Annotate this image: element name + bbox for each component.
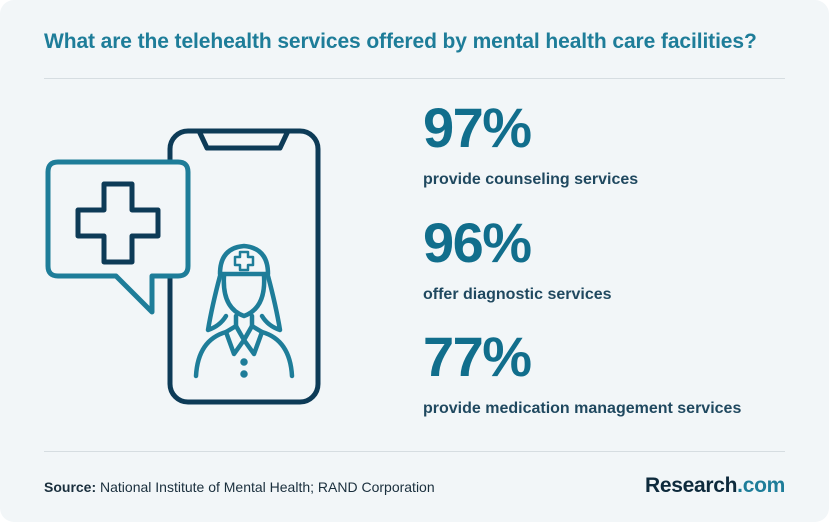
stat-value: 97% bbox=[423, 96, 532, 159]
top-divider bbox=[44, 78, 785, 79]
stat-label: offer diagnostic services bbox=[423, 286, 612, 303]
source-label: Source: bbox=[44, 479, 97, 495]
stat-value: 96% bbox=[423, 211, 532, 274]
brand-domain: .com bbox=[737, 474, 785, 497]
source-text: National Institute of Mental Health; RAN… bbox=[100, 479, 435, 495]
stat-label: provide medication management services bbox=[423, 400, 742, 417]
brand-logo: Research.com bbox=[645, 474, 785, 498]
telehealth-illustration bbox=[45, 128, 321, 405]
stat-label: provide counseling services bbox=[423, 171, 639, 188]
stat-medication-management: 77% provide medication management servic… bbox=[423, 329, 741, 418]
page-title: What are the telehealth services offered… bbox=[44, 30, 757, 53]
speech-bubble-icon bbox=[45, 159, 191, 315]
stat-diagnostic: 96% offer diagnostic services bbox=[423, 215, 612, 304]
nurse-icon bbox=[193, 243, 295, 379]
medical-cross-icon bbox=[75, 181, 161, 265]
bottom-divider bbox=[44, 451, 785, 452]
source-note: Source: National Institute of Mental Hea… bbox=[44, 479, 435, 495]
brand-name: Research bbox=[645, 474, 738, 497]
stat-value: 77% bbox=[423, 325, 532, 388]
stat-counseling: 97% provide counseling services bbox=[423, 100, 638, 189]
